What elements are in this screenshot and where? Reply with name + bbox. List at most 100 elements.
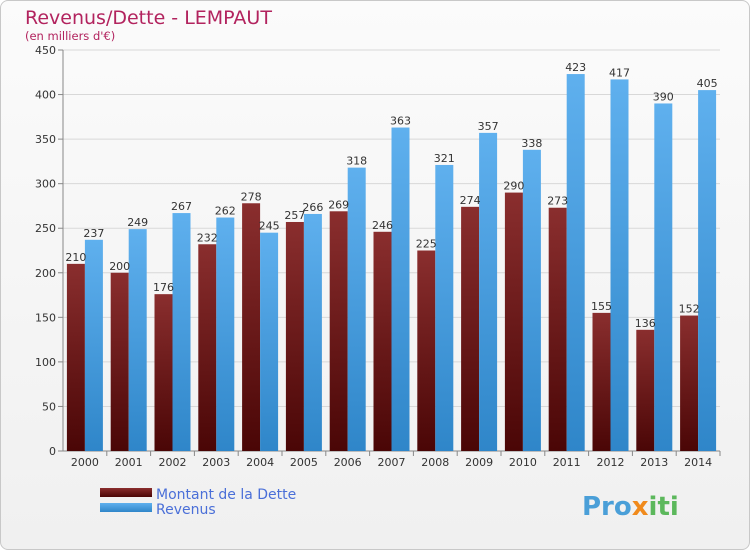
bar-revenus-2008 xyxy=(435,164,454,451)
x-tick-label: 2011 xyxy=(553,456,581,469)
y-tick-label: 250 xyxy=(35,222,56,235)
bar-dette-2012 xyxy=(592,312,611,451)
value-label-revenus: 267 xyxy=(171,200,192,213)
y-tick-label: 200 xyxy=(35,267,56,280)
value-label-dette: 200 xyxy=(109,260,130,273)
value-label-dette: 278 xyxy=(241,190,262,203)
bar-revenus-2003 xyxy=(216,217,235,451)
value-label-dette: 155 xyxy=(591,300,612,313)
logo-part-x: x xyxy=(632,492,649,522)
x-tick-label: 2008 xyxy=(421,456,449,469)
y-tick-label: 350 xyxy=(35,133,56,146)
chart-subtitle: (en milliers d'€) xyxy=(25,29,115,43)
value-label-dette: 210 xyxy=(65,251,86,264)
x-tick-label: 2010 xyxy=(509,456,537,469)
x-tick-label: 2007 xyxy=(378,456,406,469)
y-tick-label: 100 xyxy=(35,356,56,369)
value-label-revenus: 338 xyxy=(521,137,542,150)
value-label-revenus: 245 xyxy=(259,220,280,233)
bar-revenus-2000 xyxy=(84,239,103,451)
bar-dette-2010 xyxy=(504,192,523,452)
value-label-revenus: 237 xyxy=(83,227,104,240)
value-label-dette: 273 xyxy=(547,195,568,208)
x-tick-label: 2002 xyxy=(159,456,187,469)
value-label-revenus: 249 xyxy=(127,216,148,229)
value-label-dette: 232 xyxy=(197,231,218,244)
value-label-revenus: 390 xyxy=(653,90,674,103)
bar-dette-2004 xyxy=(242,203,261,451)
value-label-revenus: 417 xyxy=(609,66,630,79)
logo-part-pro: Pro xyxy=(582,492,632,522)
value-label-dette: 225 xyxy=(416,238,437,251)
bar-dette-2002 xyxy=(154,294,173,451)
bar-revenus-2001 xyxy=(128,229,147,451)
bar-dette-2006 xyxy=(329,211,348,451)
legend-swatch-debt xyxy=(100,488,152,497)
legend-swatch-revenus xyxy=(100,503,152,512)
x-tick-label: 2003 xyxy=(202,456,230,469)
bar-revenus-2013 xyxy=(654,103,673,451)
x-tick-label: 2004 xyxy=(246,456,274,469)
bar-dette-2013 xyxy=(636,329,655,451)
bar-revenus-2011 xyxy=(566,74,585,451)
x-tick-label: 2014 xyxy=(684,456,712,469)
bar-revenus-2006 xyxy=(347,167,366,452)
bar-dette-2009 xyxy=(461,206,480,451)
bar-revenus-2009 xyxy=(479,132,498,451)
bars xyxy=(66,74,717,452)
value-label-dette: 152 xyxy=(679,303,700,316)
bar-revenus-2002 xyxy=(172,213,191,451)
chart-title: Revenus/Dette - LEMPAUT xyxy=(25,7,272,29)
bar-revenus-2007 xyxy=(391,127,410,451)
value-label-revenus: 318 xyxy=(346,155,367,168)
y-tick-labels: 0 50 100 150 200 250 300 350 400 450 xyxy=(35,44,63,458)
bar-revenus-2014 xyxy=(698,90,717,451)
x-tick-label: 2012 xyxy=(597,456,625,469)
y-tick-label: 0 xyxy=(49,445,56,458)
value-label-revenus: 262 xyxy=(215,205,236,218)
value-label-dette: 136 xyxy=(635,317,656,330)
bar-dette-2000 xyxy=(66,263,85,451)
bar-dette-2014 xyxy=(680,315,699,451)
x-tick-label: 2009 xyxy=(465,456,493,469)
logo-part-iti: iti xyxy=(649,492,679,522)
value-label-revenus: 266 xyxy=(302,201,323,214)
legend: Montant de la Dette Revenus xyxy=(100,487,296,518)
value-label-revenus: 363 xyxy=(390,115,411,128)
x-tick-label: 2005 xyxy=(290,456,318,469)
bar-dette-2011 xyxy=(548,207,567,451)
x-tick-label: 2006 xyxy=(334,456,362,469)
legend-label-debt: Montant de la Dette xyxy=(156,487,296,503)
bar-dette-2001 xyxy=(110,272,129,451)
y-tick-label: 50 xyxy=(42,400,56,413)
bar-dette-2008 xyxy=(417,250,436,451)
proxiti-logo: Proxiti xyxy=(582,492,679,522)
value-label-dette: 176 xyxy=(153,281,174,294)
bar-dette-2005 xyxy=(285,221,304,451)
value-label-revenus: 405 xyxy=(697,77,718,90)
value-label-dette: 269 xyxy=(328,198,349,211)
bar-dette-2007 xyxy=(373,231,392,451)
bar-revenus-2004 xyxy=(260,232,279,451)
value-label-revenus: 321 xyxy=(434,152,455,165)
value-label-dette: 246 xyxy=(372,219,393,232)
value-label-dette: 290 xyxy=(503,180,524,193)
y-tick-label: 400 xyxy=(35,89,56,102)
bar-revenus-2005 xyxy=(303,213,322,451)
value-label-dette: 257 xyxy=(284,209,305,222)
value-label-revenus: 423 xyxy=(565,61,586,74)
legend-label-revenus: Revenus xyxy=(156,502,216,518)
bar-dette-2003 xyxy=(198,244,217,451)
y-tick-label: 300 xyxy=(35,178,56,191)
x-tick-label: 2000 xyxy=(71,456,99,469)
bar-revenus-2012 xyxy=(610,79,629,451)
x-tick-label: 2013 xyxy=(640,456,668,469)
value-label-dette: 274 xyxy=(460,194,481,207)
x-tick-labels: 2000 2001 2002 2003 2004 2005 2006 2007 2008 2009… xyxy=(71,451,721,469)
y-tick-label: 450 xyxy=(35,44,56,57)
x-tick-label: 2001 xyxy=(115,456,143,469)
y-tick-label: 150 xyxy=(35,311,56,324)
value-label-revenus: 357 xyxy=(478,120,499,133)
